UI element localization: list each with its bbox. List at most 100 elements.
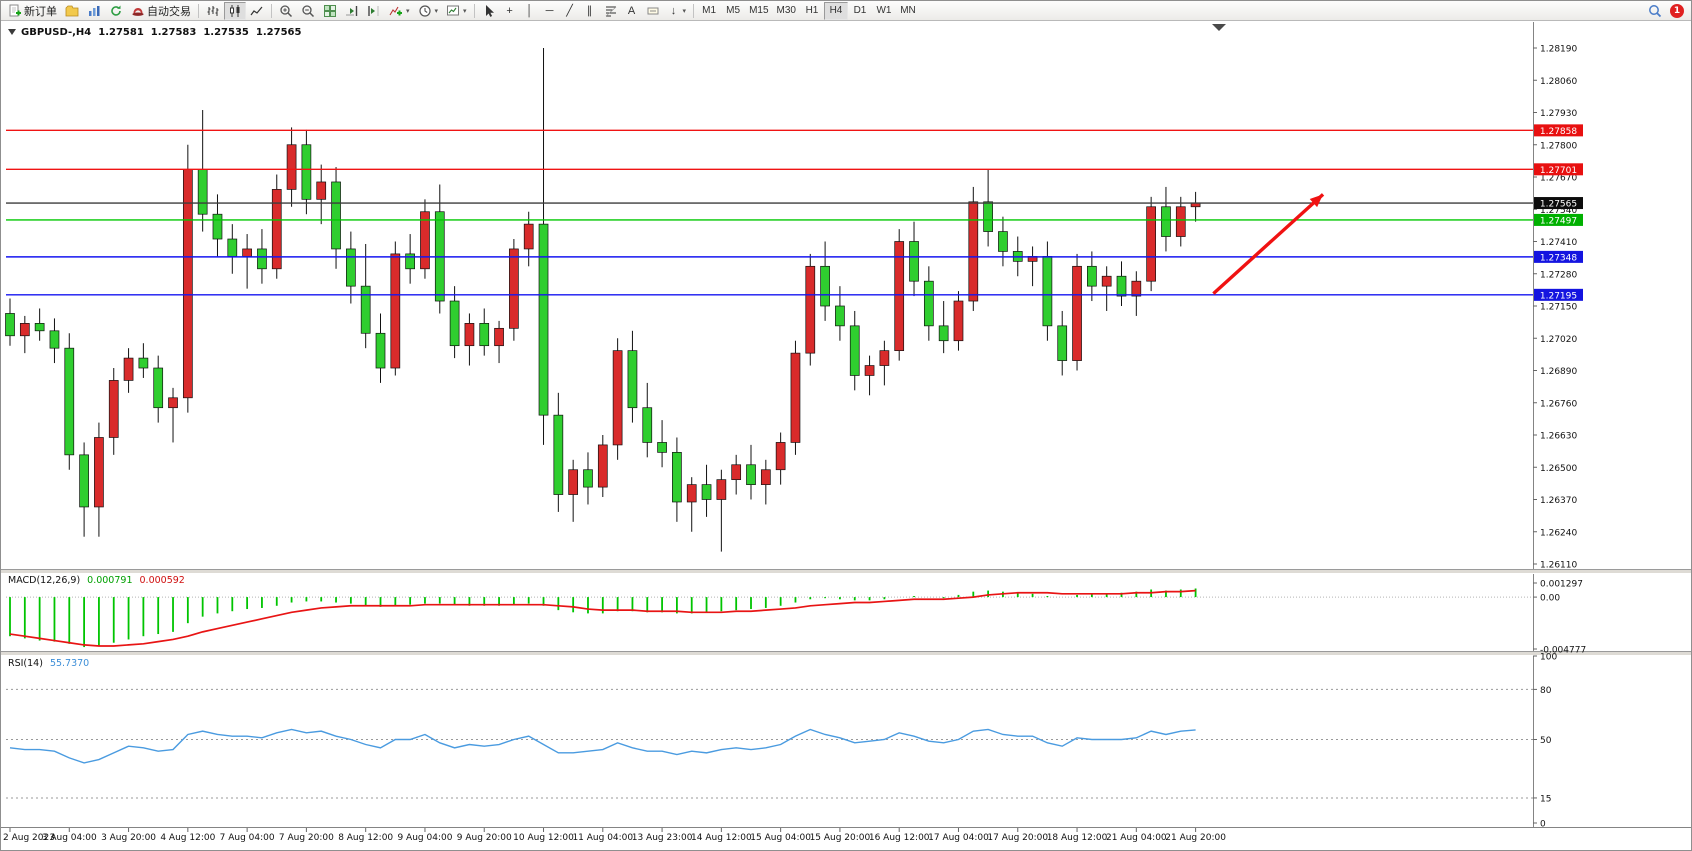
chart-shift-button[interactable] [363,2,385,20]
candle [1175,206,1186,237]
toolbar-separator [198,3,199,18]
candle [849,325,860,376]
timeframe-w1-button[interactable]: W1 [872,2,896,20]
zoom-in-button[interactable] [275,2,297,20]
price-axis-label: 1.26240 [1540,528,1577,538]
time-axis-label: 13 Aug 23:00 [632,833,693,843]
candle [923,280,934,327]
timeframe-mn-button[interactable]: MN [896,2,920,20]
notification-badge[interactable]: 1 [1670,3,1684,18]
candle [509,248,519,329]
arrows-tool-button[interactable]: ↓ ▾ [664,2,691,20]
profiles-button[interactable] [61,2,83,20]
panel-separator[interactable] [1,569,1692,574]
timeframe-m5-button[interactable]: M5 [721,2,745,20]
tile-windows-button[interactable] [319,2,341,20]
candle [494,327,504,347]
market-watch-button[interactable] [83,2,105,20]
fibonacci-button[interactable] [600,2,622,20]
autotrading-icon [132,7,144,16]
refresh-button[interactable] [105,2,127,20]
search-icon [1649,4,1662,17]
panel-separator[interactable] [1,651,1692,656]
new-order-button[interactable]: 新订单 [4,2,61,20]
candle [197,169,208,215]
candle [271,189,282,270]
crosshair-button[interactable]: + [500,2,520,20]
price-badge-label: 1.27701 [1540,166,1577,176]
cursor-button[interactable] [478,2,500,20]
templates-button[interactable]: ▾ [442,2,471,20]
price-axis-label: 1.26370 [1540,496,1577,506]
price-axis-label: 1.26110 [1540,561,1577,571]
candle [568,469,579,495]
toolbar-separator [473,3,475,18]
fibonacci-icon [605,6,616,16]
price-badge-label: 1.27858 [1540,127,1577,137]
price-axis-label: 1.26760 [1540,399,1577,409]
timeframe-h4-button[interactable]: H4 [823,1,848,20]
label-tool-button[interactable] [642,2,664,20]
candle [123,357,134,381]
template-icon [447,5,460,15]
timeframe-d1-button[interactable]: D1 [848,2,872,20]
indicators-icon [389,6,402,15]
trendline-button[interactable]: ╱ [560,2,580,20]
time-axis-label: 15 Aug 20:00 [810,833,871,843]
price-axis-label: 1.28060 [1540,77,1577,87]
horizontal-line-button[interactable]: ─ [540,2,560,20]
price-axis-label: 1.27150 [1540,303,1577,313]
candle [331,181,341,250]
time-axis-label: 7 Aug 04:00 [220,833,275,843]
channel-icon: ∥ [586,4,593,17]
timeframe-m30-button[interactable]: M30 [773,2,800,20]
macd-panel: 0.001297 0.00 -0.004777 [6,580,1586,656]
candle [1057,325,1068,361]
time-axis-label: 10 Aug 12:00 [513,833,574,843]
symbol-dropdown-icon[interactable] [8,29,16,35]
indicators-button[interactable]: ▾ [385,2,414,20]
candle [746,464,756,485]
text-tool-button[interactable]: A [622,2,642,20]
auto-scroll-button[interactable] [341,2,363,20]
rsi-label: RSI(14) 55.7370 [8,658,89,669]
trend-arrow-annotation[interactable] [1212,193,1325,295]
auto-scroll-icon [346,5,358,16]
candle [464,323,475,347]
timeframe-h1-button[interactable]: H1 [800,2,824,20]
new-order-icon [9,4,21,16]
price-badge [1534,163,1583,176]
line-chart-button[interactable] [246,2,268,20]
zoom-out-button[interactable] [297,2,319,20]
search-button[interactable] [1644,2,1666,20]
channel-button[interactable]: ∥ [580,2,600,20]
time-axis-label: 18 Aug 12:00 [1047,833,1108,843]
chart-shift-marker-icon[interactable] [1212,24,1226,31]
vertical-line-button[interactable]: │ [520,2,540,20]
chart-shift-icon [368,5,379,16]
time-axis-label: 21 Aug 04:00 [1106,833,1167,843]
candle [790,352,801,443]
candlestick-chart-button[interactable] [224,1,246,20]
candle [523,223,534,250]
candle [1116,275,1127,297]
periods-button[interactable]: ▾ [414,2,443,20]
timeframe-m15-button[interactable]: M15 [745,2,772,20]
candle [672,452,682,503]
bar-chart-button[interactable] [202,2,224,20]
candle [938,325,949,342]
candle [894,241,905,352]
candle [760,469,771,485]
autotrading-button[interactable]: 自动交易 [127,2,195,20]
time-axis-label: 8 Aug 12:00 [338,833,393,843]
candle [49,330,60,349]
timeframe-m1-button[interactable]: M1 [697,2,721,20]
candle [390,253,401,369]
candle [108,380,119,438]
candle [286,144,297,190]
chart-symbol-header: GBPUSD-,H4 1.27581 1.27583 1.27535 1.27565 [8,27,301,38]
candle [1101,275,1112,287]
tile-windows-icon [324,4,336,17]
